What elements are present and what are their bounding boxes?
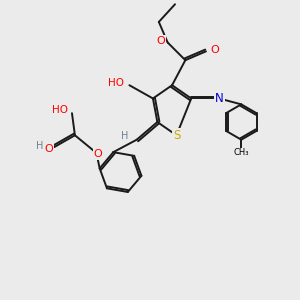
Text: O: O (210, 45, 219, 55)
Text: CH₃: CH₃ (233, 148, 249, 158)
Text: H: H (36, 141, 43, 151)
Text: O: O (94, 149, 102, 159)
Text: O: O (156, 36, 165, 46)
Text: O: O (44, 144, 53, 154)
Text: H: H (121, 131, 128, 141)
Text: N: N (215, 92, 224, 105)
Text: HO: HO (108, 78, 124, 88)
Text: S: S (173, 129, 180, 142)
Text: HO: HO (52, 105, 68, 115)
